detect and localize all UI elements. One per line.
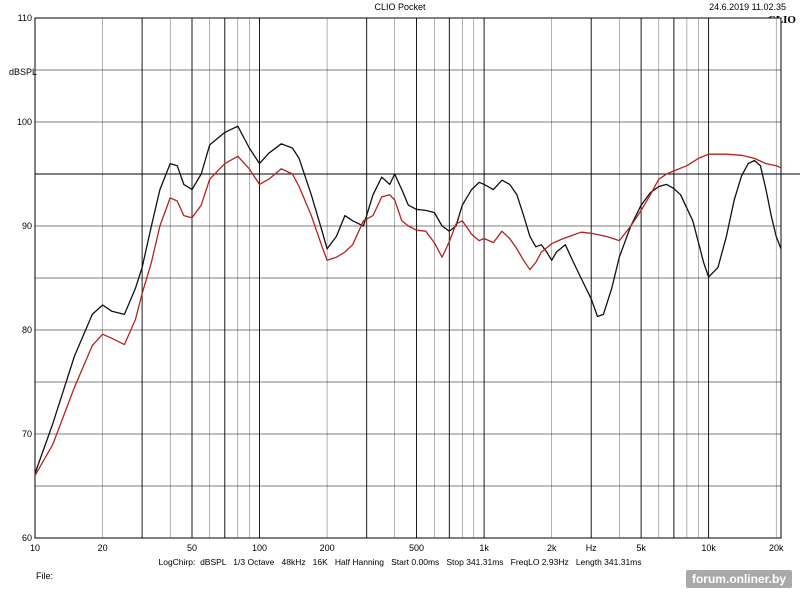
measurement-parameters: LogChirp: dBSPL 1/3 Octave 48kHz 16K Hal… [158, 557, 642, 567]
x-tick-label: 5k [636, 543, 646, 553]
x-tick-label: 50 [187, 543, 197, 553]
series-line-2 [34, 153, 782, 476]
x-tick-label: 10k [701, 543, 716, 553]
y-axis-label: dBSPL [9, 67, 37, 77]
x-tick-label: 500 [409, 543, 424, 553]
x-tick-label: 100 [252, 543, 267, 553]
chart-title: CLIO Pocket [374, 2, 426, 12]
x-tick-label: 200 [320, 543, 335, 553]
y-tick-label: 100 [17, 117, 32, 127]
x-tick-label: 1k [479, 543, 489, 553]
x-axis-ticks: 10 20 50 100 200 500 1k 2k 5k 10k 20k Hz [30, 543, 784, 553]
timestamp: 24.6.2019 11.02.35 [709, 2, 786, 12]
x-tick-label: 20 [98, 543, 108, 553]
y-tick-label: 60 [22, 533, 32, 543]
series-line-1 [34, 125, 782, 474]
y-tick-label: 70 [22, 429, 32, 439]
x-tick-label: 2k [547, 543, 557, 553]
y-axis-ticks: 60 70 80 90 100 110 [17, 13, 32, 543]
y-tick-label: 110 [18, 13, 32, 23]
watermark: forum.onliner.by [685, 570, 792, 588]
y-tick-label: 80 [22, 325, 32, 335]
file-label: File: [36, 571, 54, 581]
curves [34, 125, 782, 476]
x-axis-label: Hz [586, 543, 597, 553]
y-tick-label: 90 [22, 221, 32, 231]
x-tick-label: 20k [769, 543, 784, 553]
x-tick-label: 10 [30, 543, 40, 553]
